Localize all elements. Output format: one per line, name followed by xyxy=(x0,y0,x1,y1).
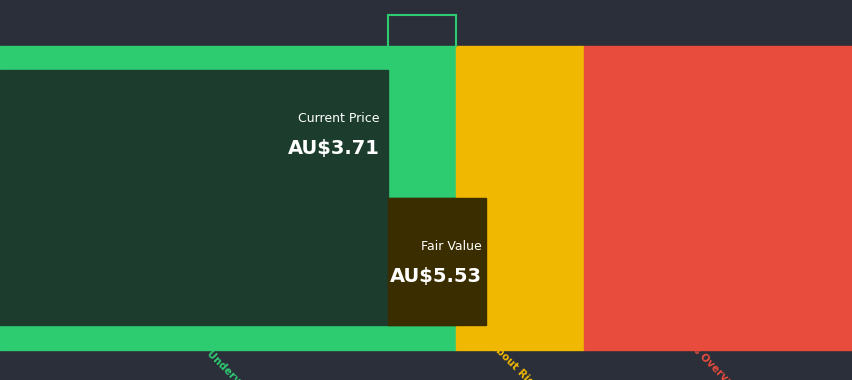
Bar xyxy=(0,198,456,325)
Bar xyxy=(0,46,456,350)
Bar xyxy=(584,46,852,350)
Text: Current Price: Current Price xyxy=(297,112,379,125)
Text: Fair Value: Fair Value xyxy=(421,240,481,253)
Text: About Right: About Right xyxy=(488,340,544,380)
Text: AU$5.53: AU$5.53 xyxy=(389,267,481,286)
Bar xyxy=(0,70,388,198)
Bar xyxy=(388,198,486,325)
Text: Undervalued: Undervalued xyxy=(382,0,462,3)
Text: 20% Overvalued: 20% Overvalued xyxy=(676,331,751,380)
Text: 20% Undervalued: 20% Undervalued xyxy=(184,328,265,380)
Text: AU$3.71: AU$3.71 xyxy=(287,139,379,158)
Bar xyxy=(456,46,584,350)
